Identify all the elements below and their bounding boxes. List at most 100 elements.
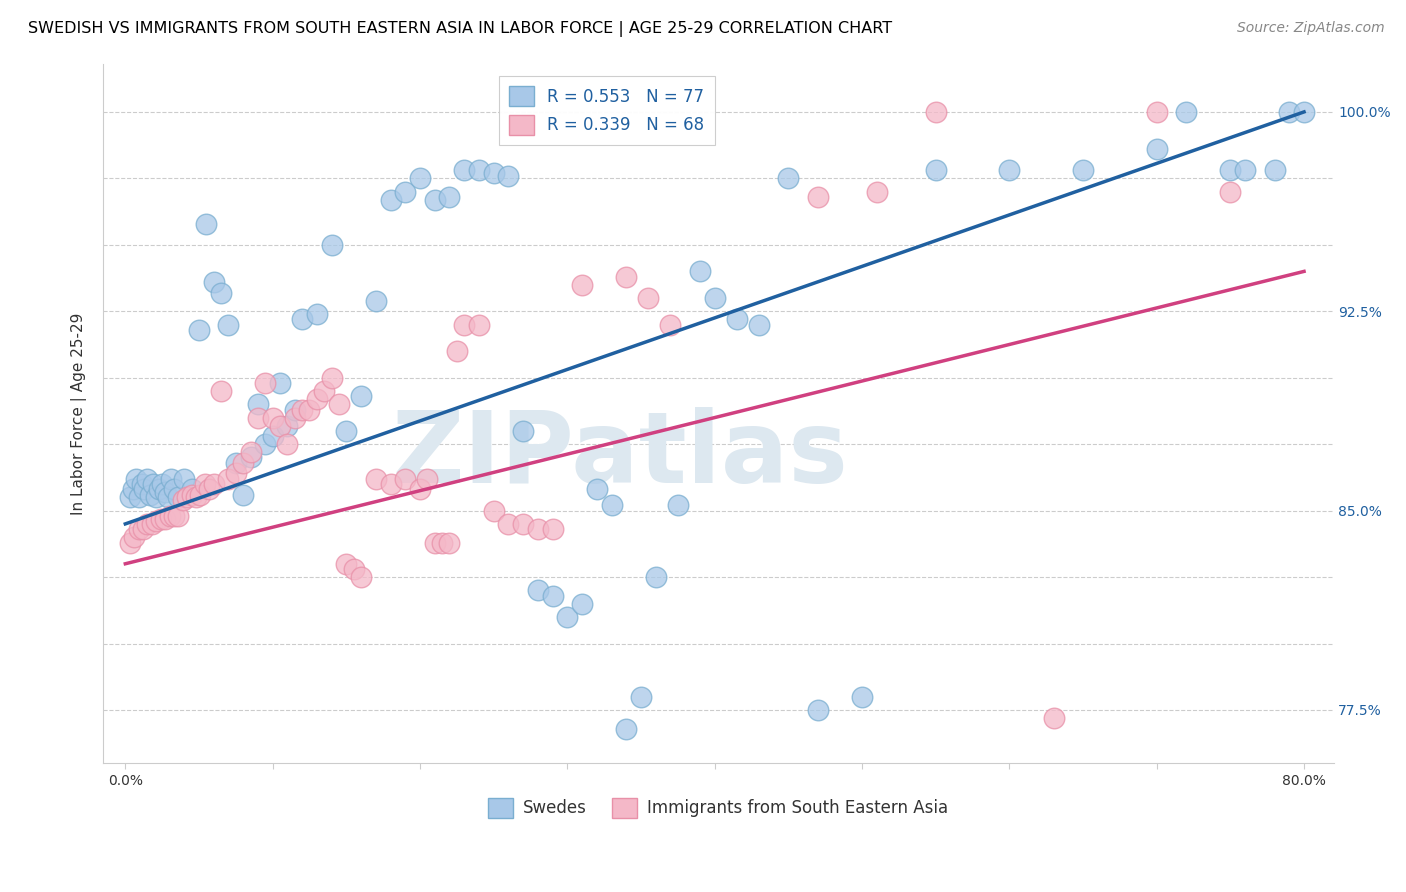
Point <box>139 488 162 502</box>
Point <box>128 522 150 536</box>
Point <box>180 483 202 497</box>
Point <box>132 522 155 536</box>
Point <box>350 570 373 584</box>
Point <box>153 511 176 525</box>
Point <box>1146 104 1168 119</box>
Y-axis label: In Labor Force | Age 25-29: In Labor Force | Age 25-29 <box>72 312 87 515</box>
Point <box>163 508 186 523</box>
Point <box>217 472 239 486</box>
Point <box>145 514 167 528</box>
Point <box>194 477 217 491</box>
Point <box>630 690 652 704</box>
Point <box>512 424 534 438</box>
Point <box>409 171 432 186</box>
Point <box>482 166 505 180</box>
Point <box>468 318 491 332</box>
Point <box>541 522 564 536</box>
Point <box>225 467 247 481</box>
Point <box>284 402 307 417</box>
Point <box>188 323 211 337</box>
Point <box>600 498 623 512</box>
Point <box>269 376 291 390</box>
Point <box>637 291 659 305</box>
Point <box>232 456 254 470</box>
Point <box>148 483 170 497</box>
Point <box>571 597 593 611</box>
Point <box>209 384 232 398</box>
Point <box>453 163 475 178</box>
Point <box>364 472 387 486</box>
Point <box>262 410 284 425</box>
Point <box>482 503 505 517</box>
Point <box>209 285 232 300</box>
Point <box>924 163 946 178</box>
Point <box>180 488 202 502</box>
Point <box>159 508 181 523</box>
Point <box>512 516 534 531</box>
Legend: Swedes, Immigrants from South Eastern Asia: Swedes, Immigrants from South Eastern As… <box>482 791 955 825</box>
Point <box>184 491 207 505</box>
Point <box>136 516 159 531</box>
Point <box>291 402 314 417</box>
Point <box>173 472 195 486</box>
Point <box>394 472 416 486</box>
Point <box>394 185 416 199</box>
Point <box>217 318 239 332</box>
Point <box>1219 163 1241 178</box>
Point <box>232 488 254 502</box>
Point <box>807 703 830 717</box>
Point <box>202 477 225 491</box>
Point <box>998 163 1021 178</box>
Point <box>423 193 446 207</box>
Point <box>254 437 277 451</box>
Point <box>335 557 357 571</box>
Point <box>202 275 225 289</box>
Point <box>145 491 167 505</box>
Point <box>314 384 336 398</box>
Point <box>157 491 180 505</box>
Point <box>254 376 277 390</box>
Point <box>364 293 387 308</box>
Point <box>142 477 165 491</box>
Point <box>689 788 711 802</box>
Text: Source: ZipAtlas.com: Source: ZipAtlas.com <box>1237 21 1385 35</box>
Point <box>291 312 314 326</box>
Point <box>380 193 402 207</box>
Point <box>122 530 145 544</box>
Point <box>172 493 194 508</box>
Point <box>269 418 291 433</box>
Point <box>614 722 637 736</box>
Point <box>571 277 593 292</box>
Point <box>128 491 150 505</box>
Point <box>284 410 307 425</box>
Point <box>1292 104 1315 119</box>
Point <box>163 483 186 497</box>
Point <box>321 370 343 384</box>
Point <box>1175 104 1198 119</box>
Point <box>225 456 247 470</box>
Point <box>153 485 176 500</box>
Point <box>124 472 146 486</box>
Point <box>121 483 143 497</box>
Point <box>343 562 366 576</box>
Point <box>335 424 357 438</box>
Point <box>924 104 946 119</box>
Point <box>136 472 159 486</box>
Text: ZIPatlas: ZIPatlas <box>391 407 848 504</box>
Text: SWEDISH VS IMMIGRANTS FROM SOUTH EASTERN ASIA IN LABOR FORCE | AGE 25-29 CORRELA: SWEDISH VS IMMIGRANTS FROM SOUTH EASTERN… <box>28 21 893 37</box>
Point <box>557 610 579 624</box>
Point <box>276 418 298 433</box>
Point <box>305 392 328 406</box>
Point <box>350 389 373 403</box>
Point <box>1042 711 1064 725</box>
Point <box>446 344 468 359</box>
Point <box>198 483 221 497</box>
Point <box>149 511 172 525</box>
Point <box>1146 142 1168 156</box>
Point <box>541 589 564 603</box>
Point <box>644 570 666 584</box>
Point <box>262 429 284 443</box>
Point <box>118 535 141 549</box>
Point <box>190 488 212 502</box>
Point <box>807 190 830 204</box>
